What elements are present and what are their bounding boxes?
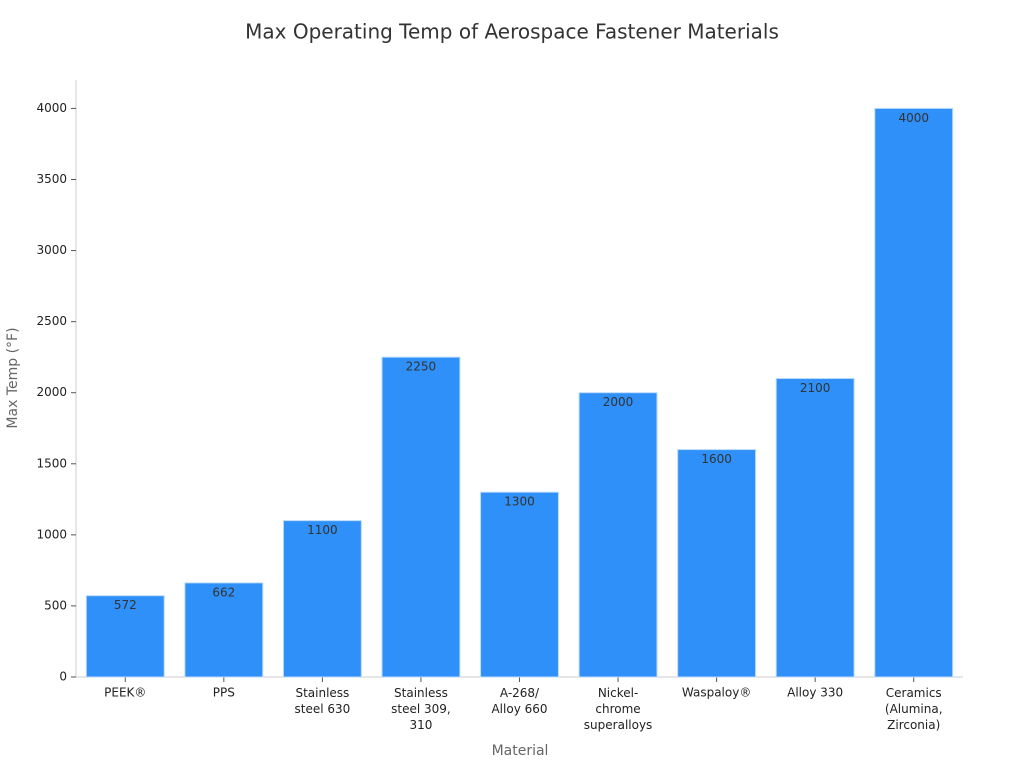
bar: [85, 595, 165, 678]
y-tick-label: 2000: [36, 385, 67, 399]
y-axis-title: Max Temp (°F): [5, 327, 21, 428]
x-tick-label: Ceramics (Alumina, Zirconia): [885, 686, 943, 732]
data-label: 2000: [603, 395, 634, 409]
bar: [677, 449, 757, 678]
data-label: 662: [212, 585, 235, 599]
x-tick-label: Stainless steel 309, 310: [391, 686, 451, 732]
y-tick-label: 1000: [36, 527, 67, 541]
x-tick-label: PEEK®: [104, 686, 146, 700]
chart-title: Max Operating Temp of Aerospace Fastener…: [245, 20, 779, 44]
data-label: 1100: [307, 523, 338, 537]
bar: [578, 392, 658, 678]
x-axis-title: Material: [492, 743, 549, 759]
y-tick-label: 4000: [36, 101, 67, 115]
x-tick-label: Alloy 330: [787, 686, 843, 700]
y-tick-label: 2500: [36, 314, 67, 328]
bar: [775, 378, 855, 678]
bar: [874, 107, 954, 678]
data-label: 2250: [406, 360, 437, 374]
x-tick-label: Nickel-chrome superalloys: [584, 686, 653, 732]
y-tick-label: 3000: [36, 243, 67, 257]
x-tick-label: PPS: [213, 686, 235, 700]
y-tick-label: 1500: [36, 456, 67, 470]
x-tick-label: Waspaloy®: [682, 686, 751, 700]
bar: [381, 356, 461, 678]
x-tick-label: Stainless steel 630: [294, 686, 350, 716]
bar: [480, 491, 559, 678]
data-label: 4000: [898, 111, 929, 125]
bar: [184, 582, 264, 678]
bar: [282, 520, 362, 678]
x-tick-label: A-268/Alloy 660: [491, 686, 547, 716]
y-tick-label: 0: [59, 670, 67, 684]
y-tick-label: 3500: [36, 172, 67, 186]
data-label: 1600: [701, 452, 732, 466]
data-label: 2100: [800, 381, 831, 395]
data-label: 1300: [504, 495, 535, 509]
y-tick-label: 500: [44, 598, 67, 612]
data-label: 572: [114, 598, 137, 612]
